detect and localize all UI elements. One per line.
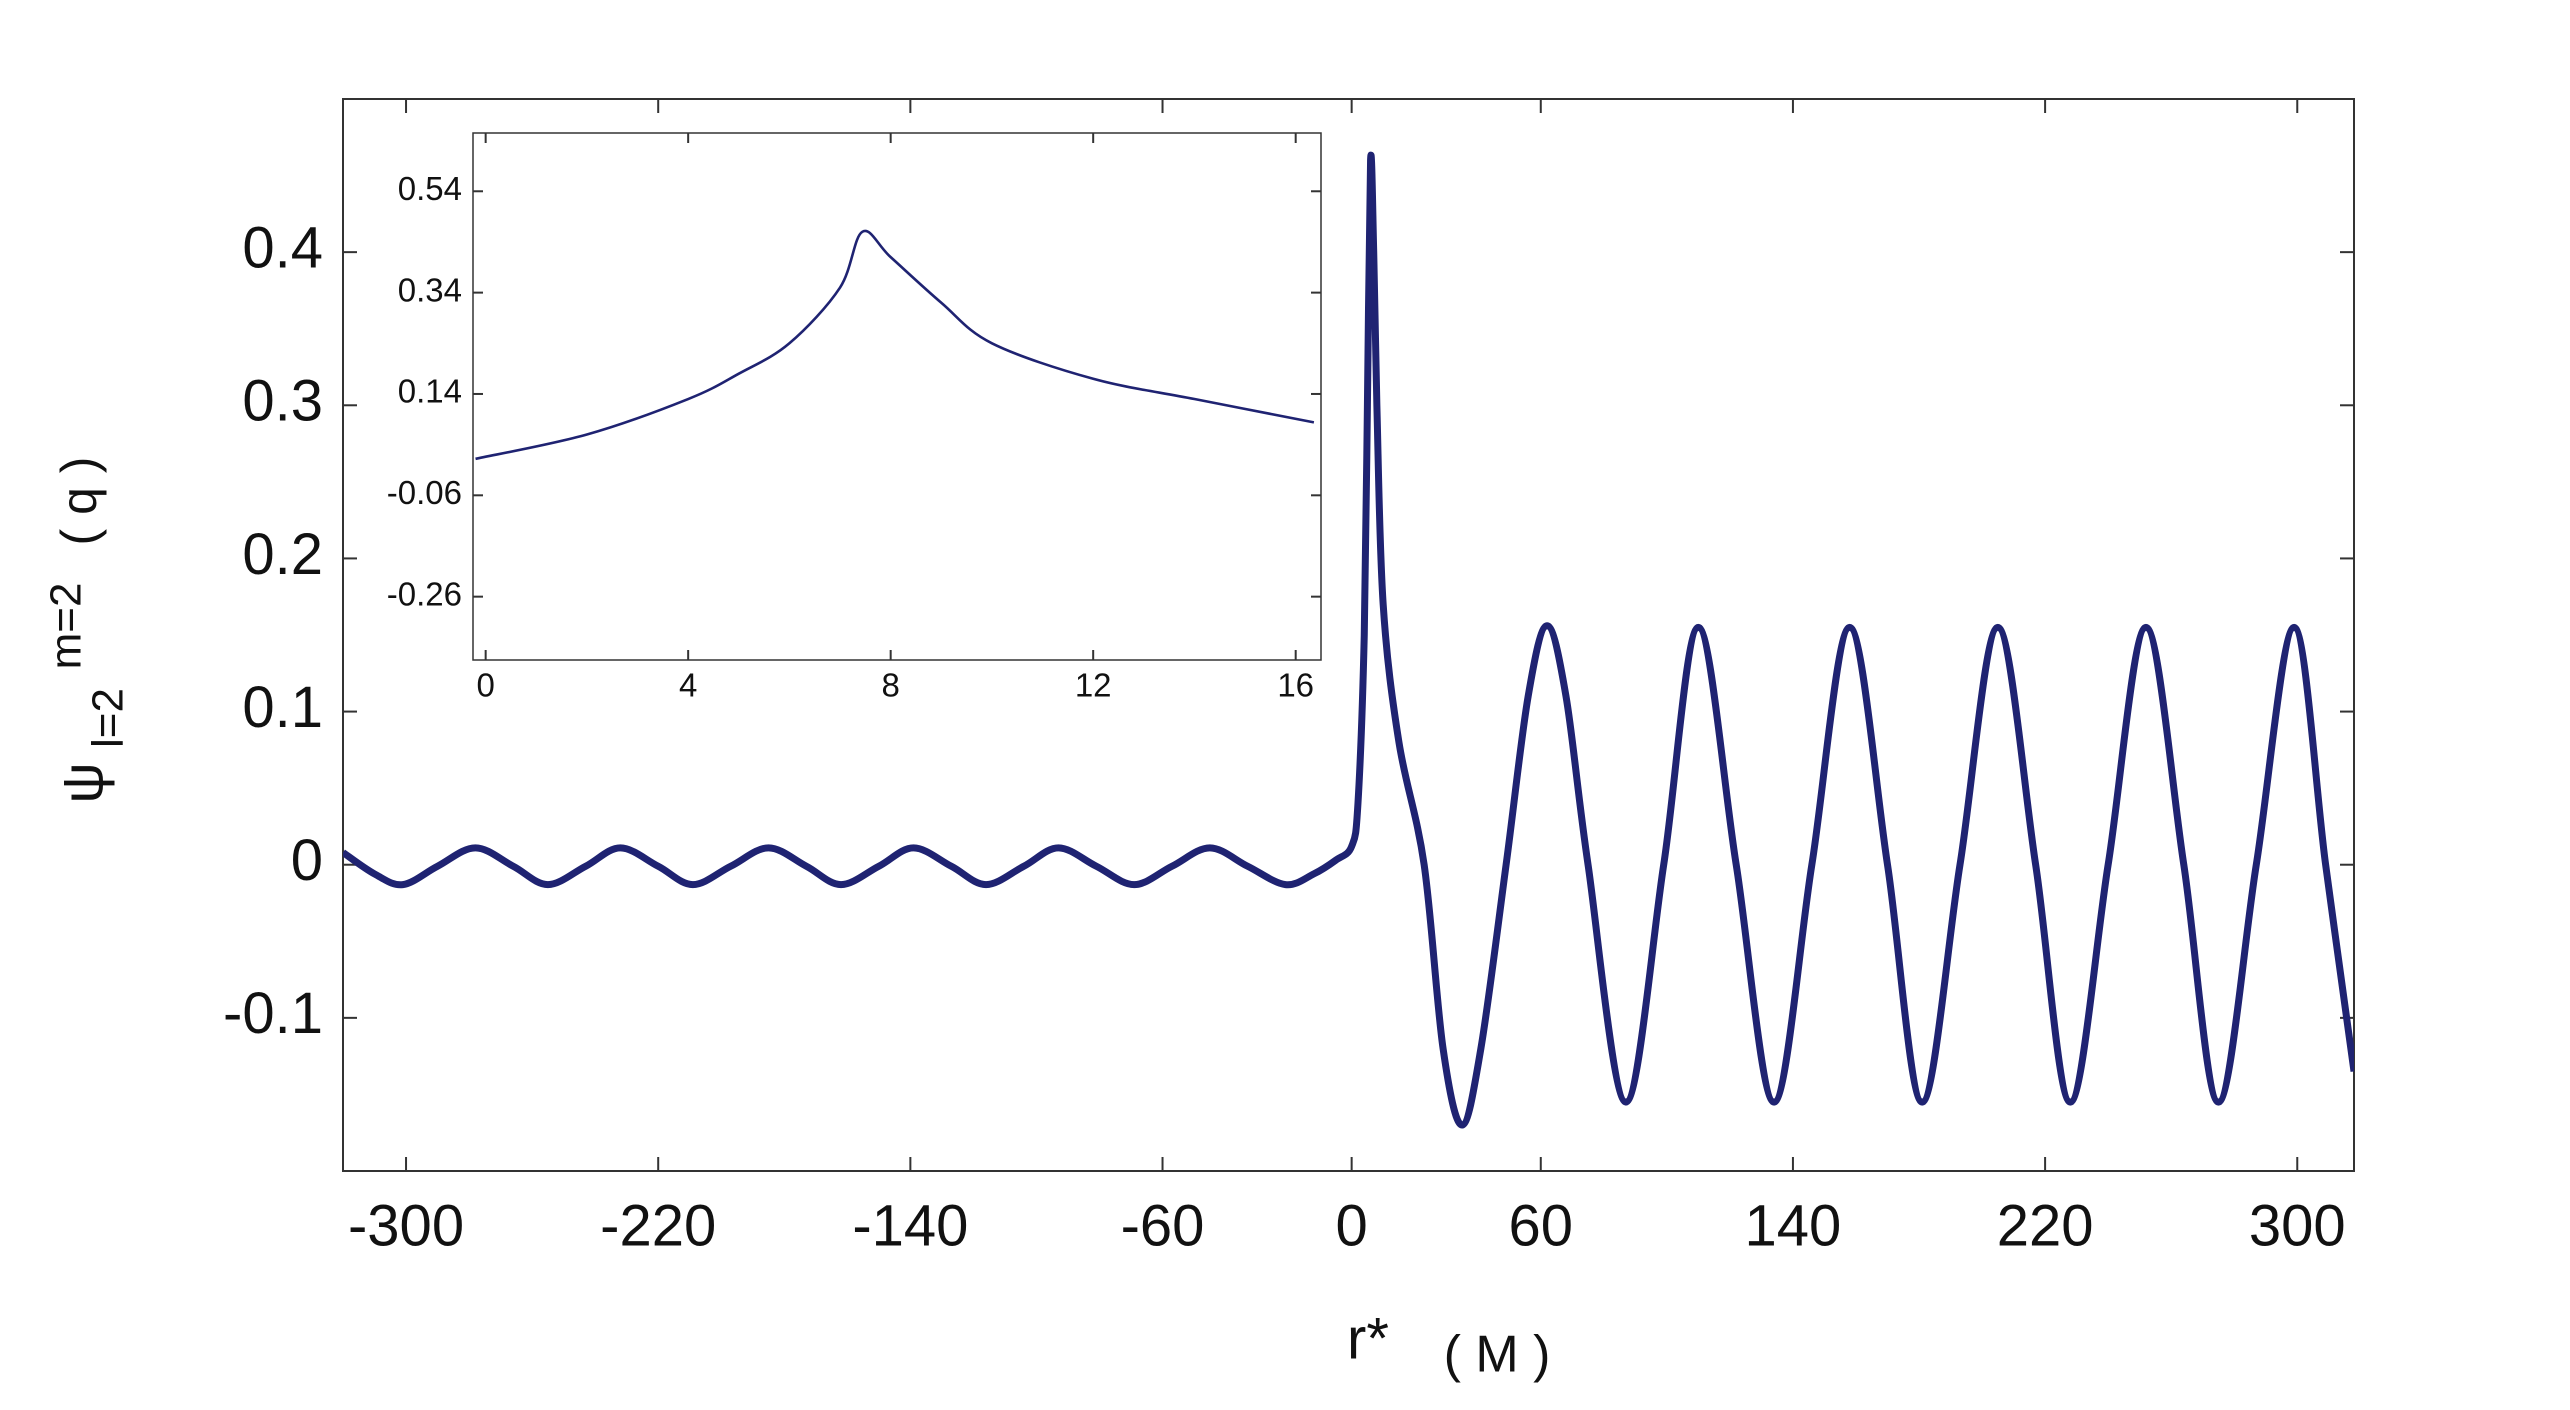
y-label-superscript: m=2: [42, 583, 91, 670]
data-line: [475, 229, 1315, 461]
y-tick-label: 0.3: [242, 369, 323, 434]
inset-frame: [472, 132, 1322, 661]
x-tick-label: 220: [1997, 1193, 2094, 1258]
y-label-argument: ( q ): [51, 457, 107, 546]
data-line: [343, 151, 2354, 1129]
y-tick-label: -0.1: [223, 981, 323, 1046]
y-tick-label: -0.06: [387, 474, 462, 511]
x-tick-label: 12: [1075, 667, 1112, 704]
y-tick-label: 0.4: [242, 215, 323, 280]
y-label-symbol: ψ: [50, 762, 115, 803]
x-tick-label: -60: [1121, 1193, 1205, 1258]
x-tick-label: -300: [348, 1193, 464, 1258]
x-tick-label: 300: [2249, 1193, 2346, 1258]
x-label-unit: ( M ): [1444, 1326, 1551, 1384]
y-tick-label: 0.2: [242, 522, 323, 587]
x-tick-label: -220: [600, 1193, 716, 1258]
y-label-subscript: l=2: [84, 688, 133, 748]
y-axis-label: ψ m=2 l=2 ( q ): [42, 457, 133, 804]
y-tick-label: 0: [291, 828, 323, 893]
y-tick-label: 0.54: [398, 170, 462, 207]
x-tick-label: 4: [679, 667, 697, 704]
x-tick-label: 60: [1509, 1193, 1574, 1258]
y-tick-label: 0.14: [398, 373, 462, 410]
x-tick-label: 140: [1745, 1193, 1842, 1258]
x-label-symbol: r*: [1347, 1306, 1389, 1371]
x-tick-label: 0: [476, 667, 494, 704]
x-tick-label: 16: [1277, 667, 1314, 704]
x-tick-label: -140: [852, 1193, 968, 1258]
y-tick-label: 0.1: [242, 675, 323, 740]
y-tick-label: -0.26: [387, 575, 462, 612]
y-tick-label: 0.34: [398, 271, 462, 308]
x-tick-label: 8: [881, 667, 899, 704]
x-tick-label: 0: [1336, 1193, 1368, 1258]
